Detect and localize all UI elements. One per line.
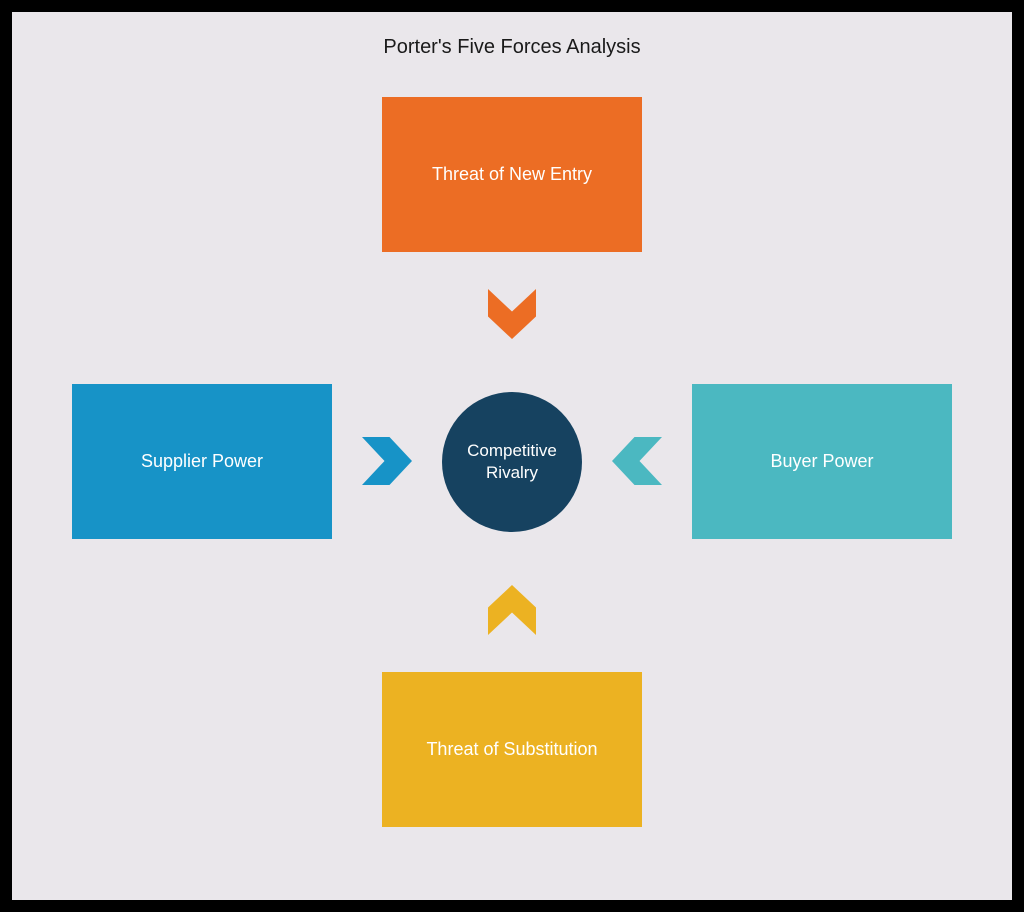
diagram-title: Porter's Five Forces Analysis xyxy=(383,36,640,59)
force-left-label: Supplier Power xyxy=(141,451,263,472)
force-left-box: Supplier Power xyxy=(72,384,332,539)
arrow-right-icon xyxy=(362,437,412,485)
force-bottom-box: Threat of Substitution xyxy=(382,672,642,827)
force-right-box: Buyer Power xyxy=(692,384,952,539)
arrow-up-icon xyxy=(488,585,536,635)
center-circle: Competitive Rivalry xyxy=(442,392,582,532)
arrow-down-icon xyxy=(488,289,536,339)
force-top-label: Threat of New Entry xyxy=(432,164,592,185)
force-top-box: Threat of New Entry xyxy=(382,97,642,252)
arrow-left-icon xyxy=(612,437,662,485)
diagram-canvas: Porter's Five Forces Analysis Threat of … xyxy=(12,12,1012,900)
center-label: Competitive Rivalry xyxy=(452,440,572,484)
force-right-label: Buyer Power xyxy=(770,451,873,472)
force-bottom-label: Threat of Substitution xyxy=(426,739,597,760)
